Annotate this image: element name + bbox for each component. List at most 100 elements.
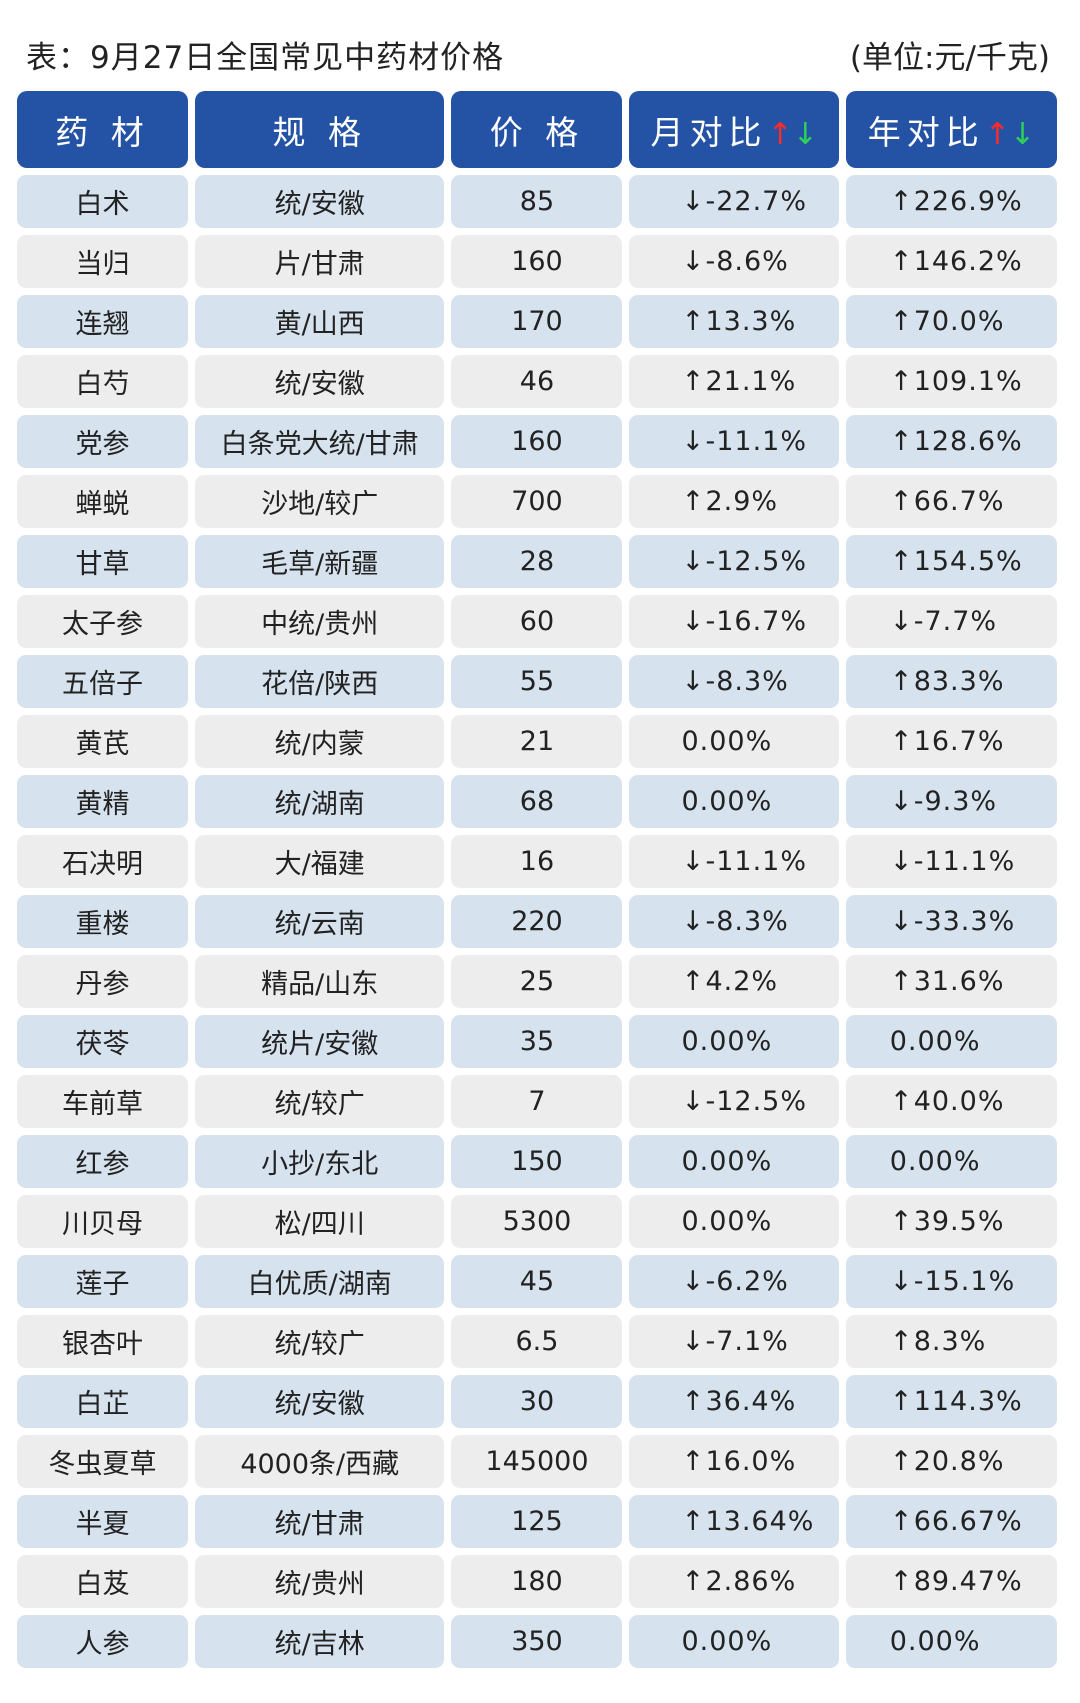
herb-price: 170	[451, 295, 623, 348]
month-change-value: 2.9%	[705, 486, 779, 517]
herb-price: 46	[451, 355, 623, 408]
month-change-value: 0.00%	[681, 1626, 773, 1657]
header-herb: 药 材	[17, 91, 188, 168]
herb-spec: 精品/山东	[195, 955, 445, 1008]
month-change-value: -22.7%	[705, 186, 807, 217]
month-change-value: -12.5%	[705, 546, 807, 577]
month-change-value: -8.3%	[705, 666, 789, 697]
herb-price: 85	[451, 175, 623, 228]
arrow-up-icon: ↑	[889, 306, 914, 337]
herb-price: 45	[451, 1255, 623, 1308]
table-row: 川贝母 松/四川 5300 0.00% ↑39.5%	[17, 1195, 1057, 1248]
year-change: ↑226.9%	[845, 175, 1057, 228]
herb-price: 68	[451, 775, 623, 828]
table-row: 连翘 黄/山西 170 ↑13.3% ↑70.0%	[17, 295, 1057, 348]
month-change-value: -7.1%	[705, 1326, 789, 1357]
herb-name: 党参	[17, 415, 188, 468]
arrow-up-icon: ↑	[889, 1086, 914, 1117]
herb-spec: 黄/山西	[195, 295, 445, 348]
month-change-value: 36.4%	[705, 1386, 797, 1417]
year-change: ↑31.6%	[845, 955, 1057, 1008]
month-change: ↓-8.3%	[629, 655, 839, 708]
month-change-value: 2.86%	[705, 1566, 797, 1597]
herb-spec: 4000条/西藏	[195, 1435, 445, 1488]
year-change: ↑114.3%	[845, 1375, 1057, 1428]
herb-spec: 统片/安徽	[195, 1015, 445, 1068]
year-change-value: 66.7%	[913, 486, 1005, 517]
year-change-value: 226.9%	[913, 186, 1023, 217]
arrow-down-icon: ↓	[681, 1326, 706, 1357]
month-change: 0.00%	[629, 1135, 839, 1188]
arrow-up-icon: ↑	[889, 1506, 914, 1537]
month-change-value: 13.64%	[705, 1506, 815, 1537]
year-change-value: 20.8%	[913, 1446, 1005, 1477]
month-change: ↑13.3%	[629, 295, 839, 348]
herb-name: 车前草	[17, 1075, 188, 1128]
month-change: ↓-6.2%	[629, 1255, 839, 1308]
year-change: ↓-7.7%	[845, 595, 1057, 648]
herb-spec: 片/甘肃	[195, 235, 445, 288]
table-row: 白芷 统/安徽 30 ↑36.4% ↑114.3%	[17, 1375, 1057, 1428]
year-change-value: 0.00%	[889, 1146, 981, 1177]
month-change-value: -11.1%	[705, 426, 807, 457]
year-change-value: 8.3%	[913, 1326, 987, 1357]
month-change: ↓-16.7%	[629, 595, 839, 648]
table-row: 白芍 统/安徽 46 ↑21.1% ↑109.1%	[17, 355, 1057, 408]
herb-price: 25	[451, 955, 623, 1008]
arrow-up-icon: ↑	[889, 426, 914, 457]
month-change: ↓-11.1%	[629, 415, 839, 468]
header-price: 价 格	[451, 91, 623, 168]
herb-name: 莲子	[17, 1255, 188, 1308]
herb-price: 5300	[451, 1195, 623, 1248]
month-change: ↑2.9%	[629, 475, 839, 528]
arrow-up-icon: ↑	[889, 1386, 914, 1417]
year-change: ↑20.8%	[845, 1435, 1057, 1488]
herb-price: 145000	[451, 1435, 623, 1488]
table-row: 银杏叶 统/较广 6.5 ↓-7.1% ↑8.3%	[17, 1315, 1057, 1368]
year-change-value: 0.00%	[889, 1626, 981, 1657]
arrow-up-icon: ↑	[681, 1386, 706, 1417]
arrow-up-icon: ↑	[681, 1446, 706, 1477]
year-change-value: 16.7%	[913, 726, 1005, 757]
herb-name: 甘草	[17, 535, 188, 588]
arrow-down-icon: ↓	[681, 906, 706, 937]
herb-price: 35	[451, 1015, 623, 1068]
table-row: 当归 片/甘肃 160 ↓-8.6% ↑146.2%	[17, 235, 1057, 288]
herb-name: 五倍子	[17, 655, 188, 708]
month-change: ↓-12.5%	[629, 535, 839, 588]
header-spec: 规 格	[195, 91, 445, 168]
herb-name: 白芷	[17, 1375, 188, 1428]
month-change: 0.00%	[629, 1015, 839, 1068]
year-change: 0.00%	[845, 1015, 1057, 1068]
herb-spec: 统/较广	[195, 1315, 445, 1368]
herb-price: 30	[451, 1375, 623, 1428]
year-change: ↑8.3%	[845, 1315, 1057, 1368]
table-row: 红参 小抄/东北 150 0.00% 0.00%	[17, 1135, 1057, 1188]
month-change: 0.00%	[629, 1195, 839, 1248]
month-change: 0.00%	[629, 715, 839, 768]
herb-price: 6.5	[451, 1315, 623, 1368]
herb-spec: 统/内蒙	[195, 715, 445, 768]
title-bar: 表：9月27日全国常见中药材价格 (单位:元/千克)	[0, 0, 1080, 100]
table-row: 莲子 白优质/湖南 45 ↓-6.2% ↓-15.1%	[17, 1255, 1057, 1308]
arrow-down-icon: ↓	[681, 186, 706, 217]
arrow-up-icon: ↑	[889, 546, 914, 577]
month-change-value: -16.7%	[705, 606, 807, 637]
herb-price: 700	[451, 475, 623, 528]
month-change: 0.00%	[629, 1615, 839, 1668]
table-body: 白术 统/安徽 85 ↓-22.7% ↑226.9% 当归 片/甘肃 160 ↓-8.6% ↑14…	[17, 175, 1057, 1668]
year-change: ↑40.0%	[845, 1075, 1057, 1128]
herb-name: 红参	[17, 1135, 188, 1188]
month-change: ↓-12.5%	[629, 1075, 839, 1128]
arrow-up-icon: ↑	[889, 1566, 914, 1597]
herb-price: 160	[451, 415, 623, 468]
table-row: 蝉蜕 沙地/较广 700 ↑2.9% ↑66.7%	[17, 475, 1057, 528]
year-change: ↑66.67%	[845, 1495, 1057, 1548]
herb-spec: 统/安徽	[195, 1375, 445, 1428]
year-change: ↑146.2%	[845, 235, 1057, 288]
herb-spec: 统/安徽	[195, 355, 445, 408]
year-change-value: 66.67%	[913, 1506, 1023, 1537]
month-change: ↓-7.1%	[629, 1315, 839, 1368]
herb-price: 350	[451, 1615, 623, 1668]
table-row: 白术 统/安徽 85 ↓-22.7% ↑226.9%	[17, 175, 1057, 228]
